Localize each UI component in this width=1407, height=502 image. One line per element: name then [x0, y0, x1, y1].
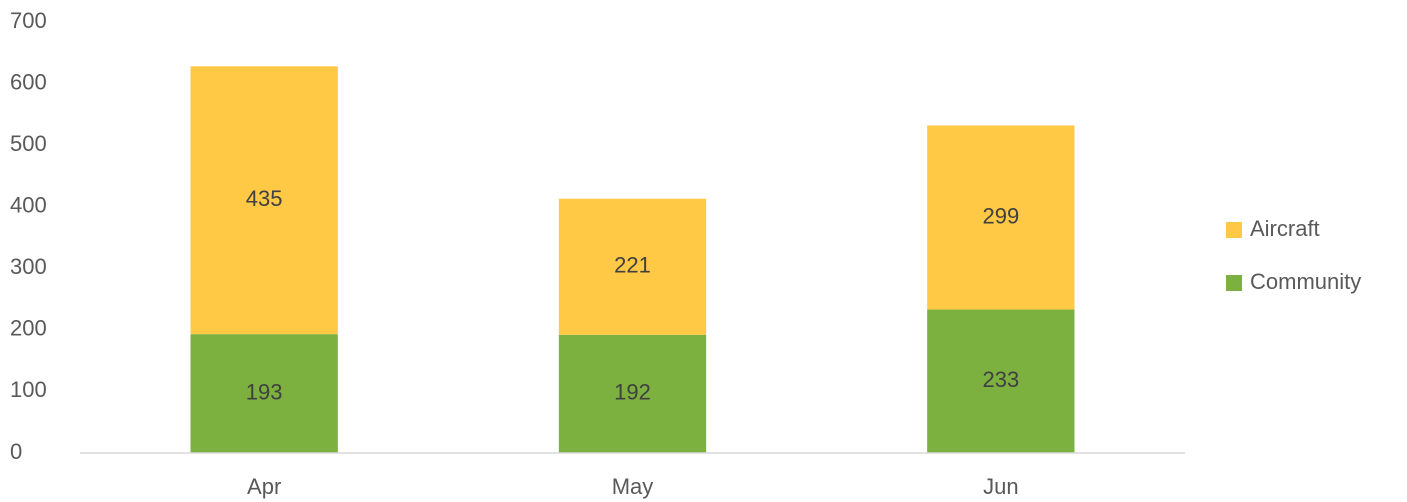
data-label: 233 [982, 367, 1019, 392]
data-label: 435 [246, 186, 283, 211]
bar-segment [927, 125, 1075, 310]
x-tick-label: Jun [983, 474, 1018, 499]
y-tick-label: 300 [10, 254, 47, 279]
y-tick-label: 600 [10, 69, 47, 94]
bar-segment [558, 198, 707, 335]
bar-segment [558, 334, 707, 453]
data-label: 299 [982, 203, 1019, 228]
y-tick-label: 0 [10, 439, 22, 464]
legend-swatch [1226, 222, 1242, 238]
y-tick-label: 700 [10, 8, 47, 33]
data-label: 193 [246, 379, 283, 404]
bar-segment [190, 66, 338, 335]
data-label: 192 [614, 380, 651, 405]
x-tick-label: May [612, 474, 654, 499]
x-tick-label: Apr [247, 474, 281, 499]
legend-label: Community [1250, 269, 1361, 294]
legend-swatch [1226, 275, 1242, 291]
y-tick-label: 100 [10, 377, 47, 402]
y-tick-label: 500 [10, 131, 47, 156]
data-label: 221 [614, 253, 651, 278]
y-tick-label: 400 [10, 193, 47, 218]
bar-segment [927, 309, 1075, 453]
legend-label: Aircraft [1250, 216, 1320, 241]
y-tick-label: 200 [10, 316, 47, 341]
bar-segment [190, 334, 338, 453]
